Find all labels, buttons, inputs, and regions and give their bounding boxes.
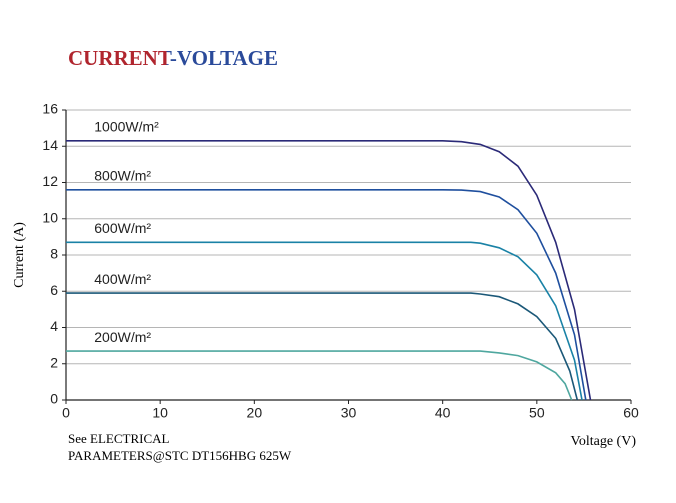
x-tick-label: 60 — [623, 405, 639, 421]
y-tick-label: 12 — [42, 173, 58, 189]
x-axis-label: Voltage (V) — [571, 434, 637, 449]
y-tick-label: 10 — [42, 209, 58, 225]
y-tick-label: 8 — [50, 246, 58, 262]
chart-title: CURRENT-VOLTAGE — [68, 46, 278, 70]
note: See ELECTRICAL — [68, 431, 170, 446]
series-label: 200W/m² — [94, 329, 151, 345]
y-tick-label: 14 — [42, 137, 58, 153]
series-line — [66, 241, 583, 401]
y-tick-label: 4 — [50, 318, 58, 334]
x-tick-label: 50 — [529, 405, 545, 421]
series-line — [66, 140, 592, 401]
note: PARAMETERS@STC DT156HBG 625W — [68, 448, 292, 463]
series-label: 1000W/m² — [94, 119, 159, 135]
series-label: 400W/m² — [94, 271, 151, 287]
series-label: 800W/m² — [94, 167, 151, 183]
series-line — [66, 189, 587, 401]
x-tick-label: 0 — [62, 405, 70, 421]
x-tick-label: 30 — [341, 405, 357, 421]
y-tick-label: 6 — [50, 282, 58, 298]
series-line — [66, 350, 573, 401]
series-label: 600W/m² — [94, 220, 151, 236]
y-axis-label: Current (A) — [12, 222, 27, 288]
y-tick-label: 0 — [50, 391, 58, 407]
y-tick-label: 2 — [50, 354, 58, 370]
x-tick-label: 10 — [152, 405, 168, 421]
x-tick-label: 20 — [247, 405, 263, 421]
y-tick-label: 16 — [42, 101, 58, 117]
x-tick-label: 40 — [435, 405, 451, 421]
series-line — [66, 292, 579, 401]
